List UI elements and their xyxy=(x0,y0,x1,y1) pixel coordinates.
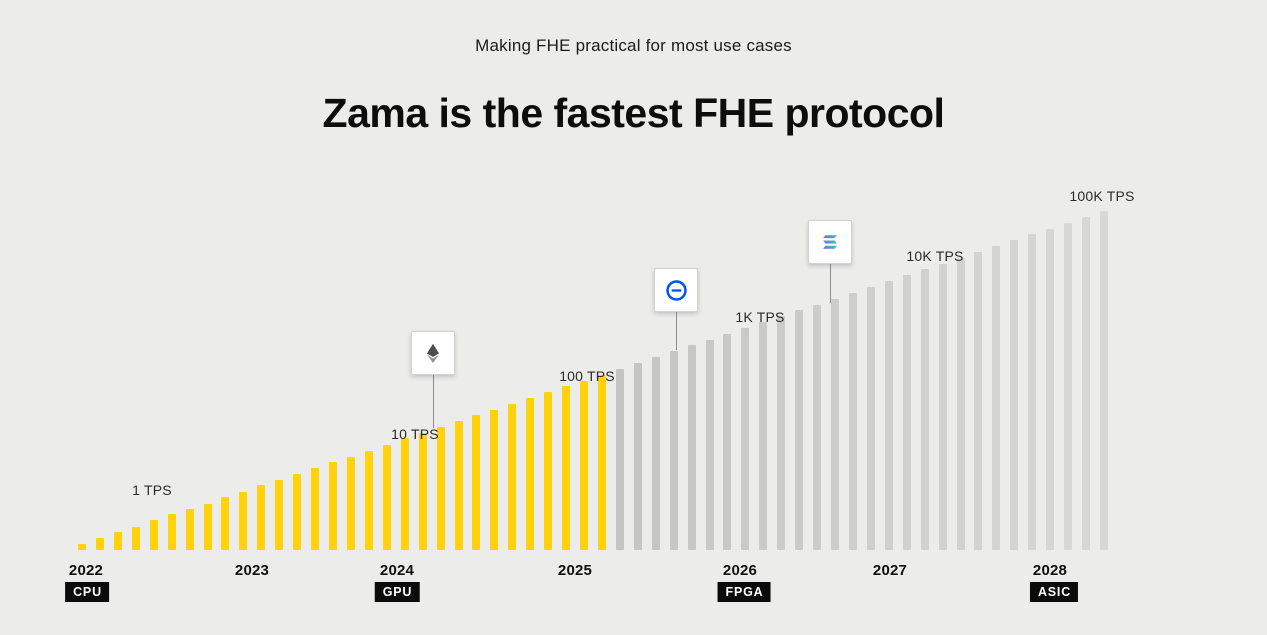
tps-milestone-label: 1K TPS xyxy=(735,309,785,325)
axis-year-label: 2024 xyxy=(379,562,415,579)
chart-bar xyxy=(95,538,104,550)
chart-bar xyxy=(741,327,750,550)
page-subtitle: Making FHE practical for most use cases xyxy=(475,36,792,55)
chart-bar xyxy=(257,485,266,550)
marker-connector-line xyxy=(830,262,831,303)
chart-bar xyxy=(902,275,911,550)
chart-bar xyxy=(651,357,660,550)
chart-bar xyxy=(1082,216,1091,550)
axis-year-label: 2028 xyxy=(1032,562,1068,579)
marker-connector-line xyxy=(676,310,677,350)
ethereum-icon xyxy=(426,343,440,363)
chart-bar xyxy=(203,503,212,550)
chart-bar xyxy=(597,374,606,550)
chart-bar xyxy=(795,310,804,550)
hardware-badge: ASIC xyxy=(1029,582,1079,602)
chart-bar xyxy=(346,457,355,550)
hardware-badge: CPU xyxy=(65,582,109,602)
chart-bar xyxy=(777,316,786,550)
base-icon xyxy=(665,279,687,301)
chart-bar xyxy=(364,451,373,550)
chart-bar xyxy=(293,473,302,550)
ethereum-marker xyxy=(411,331,455,375)
chart-bar xyxy=(436,427,445,550)
tps-milestone-label: 100K TPS xyxy=(1069,188,1135,204)
chart-bar xyxy=(490,409,499,550)
axis-year-label: 2023 xyxy=(234,562,270,579)
chart-bar xyxy=(831,298,840,550)
axis-year-label: 2025 xyxy=(557,562,593,579)
chart-bar xyxy=(813,304,822,550)
solana-marker xyxy=(808,220,852,264)
chart-bar xyxy=(1046,228,1055,550)
tps-milestone-label: 1 TPS xyxy=(132,482,172,498)
axis-year-label: 2026 xyxy=(722,562,758,579)
chart-bar xyxy=(669,351,678,550)
tps-milestone-label: 10 TPS xyxy=(391,426,439,442)
chart-bar xyxy=(472,415,481,550)
axis-year-label: 2022 xyxy=(68,562,104,579)
marker-connector-line xyxy=(433,373,434,428)
hardware-badge: GPU xyxy=(374,582,420,602)
chart-bar xyxy=(275,479,284,550)
chart-bar xyxy=(113,532,122,550)
chart-bar xyxy=(418,433,427,550)
tps-milestone-label: 100 TPS xyxy=(559,368,615,384)
chart-bar xyxy=(562,386,571,550)
chart-bar xyxy=(615,368,624,550)
chart-bar xyxy=(382,444,391,550)
tps-milestone-label: 10K TPS xyxy=(906,248,964,264)
chart-bar xyxy=(884,281,893,550)
chart-bar xyxy=(149,520,158,550)
chart-bar xyxy=(167,514,176,550)
chart-bar xyxy=(185,509,194,550)
chart-bar xyxy=(221,497,230,550)
solana-icon xyxy=(823,235,837,249)
page-title: Zama is the fastest FHE protocol xyxy=(322,90,945,136)
chart-bar xyxy=(974,251,983,550)
chart-bar xyxy=(723,333,732,550)
chart-bar xyxy=(956,257,965,550)
chart-bar xyxy=(1064,222,1073,550)
chart-bar xyxy=(508,403,517,550)
hardware-badge: FPGA xyxy=(717,582,771,602)
chart-bar xyxy=(1028,234,1037,550)
chart-bar xyxy=(580,380,589,550)
chart-bar xyxy=(866,287,875,550)
chart-bar xyxy=(526,397,535,550)
chart-bar xyxy=(454,421,463,550)
chart-bar xyxy=(705,339,714,550)
chart-bar xyxy=(848,292,857,550)
axis-year-label: 2027 xyxy=(872,562,908,579)
chart-bar xyxy=(759,322,768,550)
chart-bar xyxy=(239,491,248,550)
chart-bar xyxy=(938,263,947,550)
chart-bar xyxy=(920,269,929,550)
chart-bar xyxy=(992,246,1001,550)
chart-bars-area xyxy=(78,210,1108,550)
chart-bar xyxy=(329,462,338,550)
chart-bar xyxy=(400,438,409,550)
base-marker xyxy=(654,268,698,312)
chart-bar xyxy=(544,392,553,550)
chart-bar xyxy=(131,526,140,550)
chart-bar xyxy=(1010,240,1019,550)
chart-bar xyxy=(78,544,86,550)
chart-bar xyxy=(1100,211,1108,550)
chart-bar xyxy=(687,345,696,550)
chart-bar xyxy=(633,362,642,550)
chart-bar xyxy=(311,468,320,550)
